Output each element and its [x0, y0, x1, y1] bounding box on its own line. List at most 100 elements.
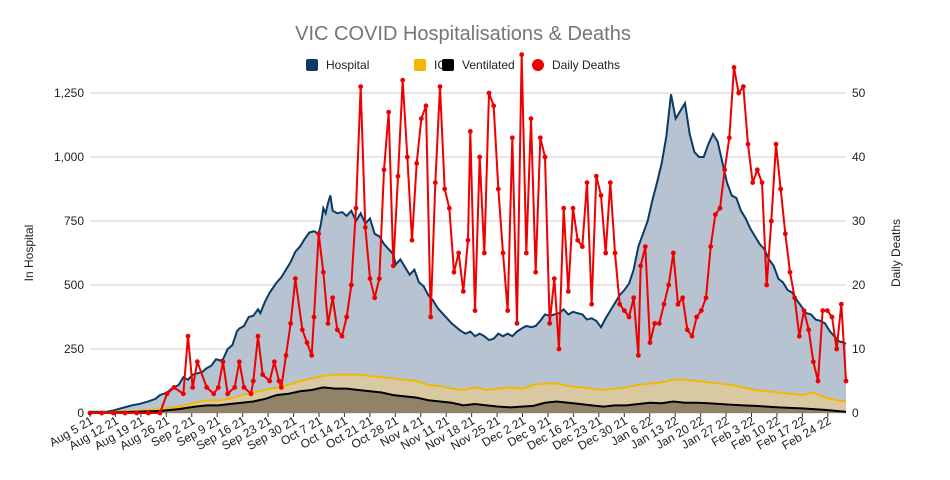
daily-deaths-point[interactable] — [465, 237, 471, 243]
daily-deaths-point[interactable] — [626, 314, 632, 320]
daily-deaths-point[interactable] — [185, 333, 191, 339]
daily-deaths-point[interactable] — [773, 141, 779, 147]
daily-deaths-point[interactable] — [381, 167, 387, 173]
daily-deaths-point[interactable] — [145, 410, 151, 416]
daily-deaths-point[interactable] — [390, 263, 396, 269]
daily-deaths-point[interactable] — [232, 385, 238, 390]
daily-deaths-point[interactable] — [467, 129, 473, 134]
daily-deaths-point[interactable] — [670, 250, 676, 256]
daily-deaths-point[interactable] — [694, 314, 700, 320]
daily-deaths-point[interactable] — [843, 378, 849, 384]
daily-deaths-point[interactable] — [215, 385, 221, 390]
daily-deaths-point[interactable] — [661, 301, 667, 307]
daily-deaths-point[interactable] — [451, 269, 457, 275]
legend-item-daily-deaths[interactable]: Daily Deaths — [532, 58, 620, 72]
daily-deaths-point[interactable] — [255, 333, 261, 339]
daily-deaths-point[interactable] — [288, 321, 294, 326]
daily-deaths-point[interactable] — [348, 282, 354, 288]
daily-deaths-point[interactable] — [477, 154, 483, 160]
daily-deaths-point[interactable] — [316, 231, 322, 237]
daily-deaths-point[interactable] — [768, 218, 774, 224]
daily-deaths-point[interactable] — [367, 276, 373, 281]
daily-deaths-point[interactable] — [519, 52, 525, 57]
daily-deaths-point[interactable] — [782, 231, 788, 237]
daily-deaths-point[interactable] — [815, 378, 821, 384]
daily-deaths-point[interactable] — [472, 308, 478, 313]
daily-deaths-point[interactable] — [211, 391, 217, 397]
daily-deaths-point[interactable] — [122, 410, 128, 416]
daily-deaths-point[interactable] — [612, 250, 618, 256]
daily-deaths-point[interactable] — [598, 193, 604, 198]
daily-deaths-point[interactable] — [708, 244, 714, 250]
daily-deaths-point[interactable] — [276, 378, 282, 384]
daily-deaths-point[interactable] — [204, 385, 210, 390]
daily-deaths-point[interactable] — [829, 314, 835, 320]
daily-deaths-point[interactable] — [556, 346, 562, 352]
daily-deaths-point[interactable] — [589, 301, 595, 307]
daily-deaths-point[interactable] — [134, 410, 140, 416]
daily-deaths-point[interactable] — [339, 333, 345, 339]
daily-deaths-point[interactable] — [386, 109, 392, 115]
daily-deaths-point[interactable] — [311, 314, 317, 320]
daily-deaths-point[interactable] — [509, 135, 515, 141]
daily-deaths-point[interactable] — [164, 391, 170, 397]
daily-deaths-point[interactable] — [283, 353, 289, 358]
daily-deaths-point[interactable] — [635, 353, 641, 358]
daily-deaths-point[interactable] — [603, 250, 609, 256]
daily-deaths-point[interactable] — [110, 410, 116, 416]
daily-deaths-point[interactable] — [631, 295, 637, 301]
daily-deaths-point[interactable] — [344, 314, 350, 320]
daily-deaths-point[interactable] — [491, 103, 497, 109]
daily-deaths-point[interactable] — [409, 237, 415, 243]
daily-deaths-point[interactable] — [334, 327, 340, 333]
daily-deaths-point[interactable] — [675, 301, 681, 307]
daily-deaths-point[interactable] — [309, 353, 315, 358]
daily-deaths-point[interactable] — [575, 237, 581, 243]
daily-deaths-point[interactable] — [680, 295, 686, 301]
daily-deaths-point[interactable] — [505, 308, 511, 313]
daily-deaths-point[interactable] — [736, 90, 742, 96]
daily-deaths-point[interactable] — [99, 410, 105, 416]
daily-deaths-point[interactable] — [241, 385, 247, 390]
daily-deaths-point[interactable] — [607, 180, 613, 186]
daily-deaths-point[interactable] — [320, 269, 326, 275]
daily-deaths-point[interactable] — [423, 103, 429, 109]
daily-deaths-point[interactable] — [565, 289, 571, 294]
daily-deaths-point[interactable] — [689, 333, 695, 339]
daily-deaths-point[interactable] — [745, 141, 751, 147]
daily-deaths-point[interactable] — [358, 84, 364, 89]
daily-deaths-point[interactable] — [684, 327, 690, 333]
daily-deaths-point[interactable] — [806, 327, 812, 333]
daily-deaths-point[interactable] — [267, 378, 273, 384]
daily-deaths-point[interactable] — [260, 372, 266, 377]
daily-deaths-point[interactable] — [726, 135, 732, 141]
daily-deaths-point[interactable] — [180, 391, 186, 397]
daily-deaths-point[interactable] — [778, 186, 784, 192]
daily-deaths-point[interactable] — [764, 282, 770, 288]
daily-deaths-point[interactable] — [171, 385, 177, 390]
daily-deaths-point[interactable] — [754, 167, 760, 173]
daily-deaths-point[interactable] — [432, 180, 438, 186]
daily-deaths-point[interactable] — [712, 212, 718, 218]
daily-deaths-point[interactable] — [404, 154, 410, 160]
daily-deaths-point[interactable] — [642, 244, 648, 250]
daily-deaths-point[interactable] — [250, 378, 256, 384]
daily-deaths-point[interactable] — [638, 263, 644, 269]
daily-deaths-point[interactable] — [542, 154, 548, 160]
daily-deaths-point[interactable] — [647, 340, 653, 345]
daily-deaths-point[interactable] — [824, 308, 830, 313]
daily-deaths-point[interactable] — [656, 321, 662, 326]
daily-deaths-point[interactable] — [750, 180, 756, 186]
daily-deaths-point[interactable] — [740, 84, 746, 89]
daily-deaths-point[interactable] — [731, 65, 737, 70]
daily-deaths-point[interactable] — [584, 180, 590, 186]
daily-deaths-point[interactable] — [810, 359, 816, 365]
daily-deaths-point[interactable] — [796, 333, 802, 339]
daily-deaths-point[interactable] — [456, 250, 462, 256]
daily-deaths-point[interactable] — [820, 308, 826, 313]
daily-deaths-point[interactable] — [418, 116, 424, 121]
daily-deaths-point[interactable] — [698, 308, 704, 313]
daily-deaths-point[interactable] — [400, 77, 406, 83]
daily-deaths-point[interactable] — [220, 359, 226, 365]
daily-deaths-point[interactable] — [157, 410, 163, 416]
